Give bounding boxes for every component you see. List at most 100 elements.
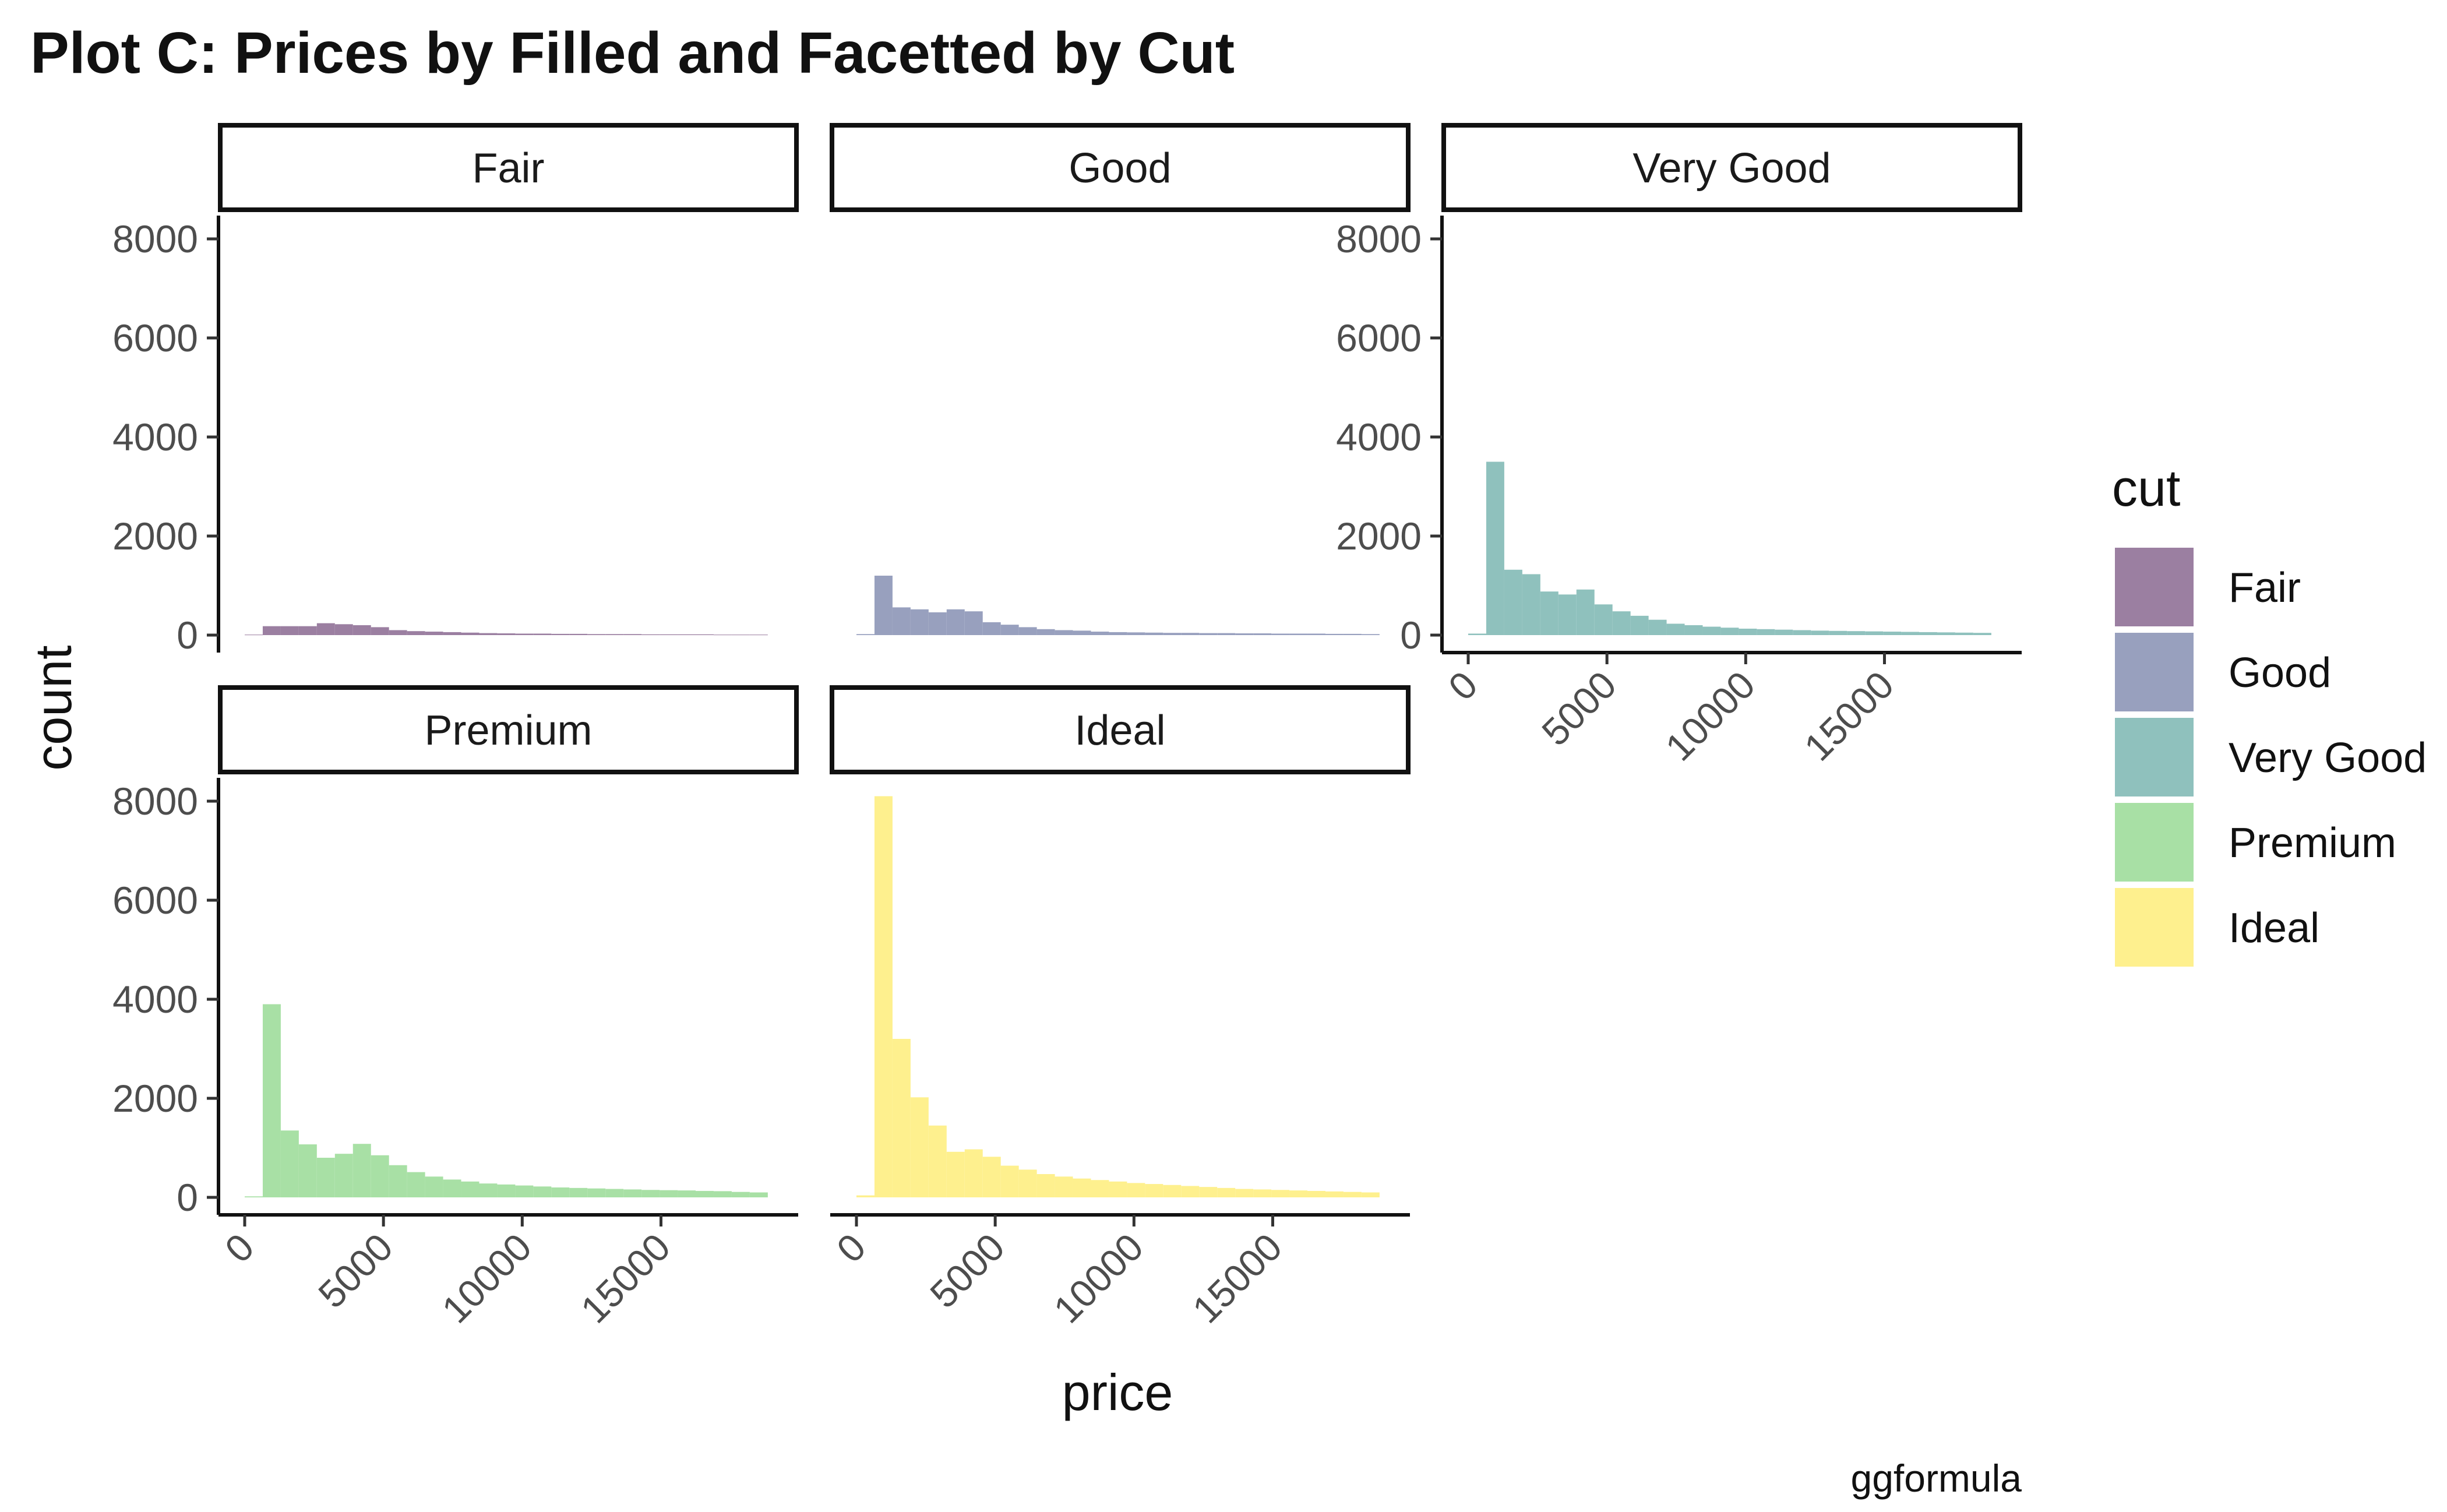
bar-premium-28 xyxy=(749,1192,768,1197)
bar-very-good-9 xyxy=(1630,615,1649,635)
bar-fair-13 xyxy=(479,633,498,635)
bar-good-17 xyxy=(1163,633,1182,635)
legend-title: cut xyxy=(2112,459,2180,517)
y-tick-label-premium-8000: 8000 xyxy=(112,780,198,823)
bar-very-good-16 xyxy=(1757,629,1775,635)
bar-ideal-5 xyxy=(946,1151,965,1197)
bar-ideal-14 xyxy=(1109,1181,1127,1197)
bar-fair-11 xyxy=(443,632,461,635)
bar-good-21 xyxy=(1235,633,1254,635)
bar-very-good-7 xyxy=(1594,604,1613,635)
caption: ggformula xyxy=(1851,1457,2022,1500)
bar-fair-7 xyxy=(371,627,389,635)
bar-very-good-11 xyxy=(1666,623,1685,635)
y-tick-label-fair-0: 0 xyxy=(177,614,198,657)
bar-ideal-18 xyxy=(1181,1186,1200,1197)
bar-good-1 xyxy=(874,576,893,635)
facet-strip-good xyxy=(830,123,1411,212)
bar-ideal-27 xyxy=(1343,1192,1362,1197)
bar-good-9 xyxy=(1018,627,1037,635)
x-tick-label-ideal-10000: 10000 xyxy=(1045,1225,1151,1331)
y-tick-label-premium-0: 0 xyxy=(177,1176,198,1219)
bar-ideal-3 xyxy=(910,1097,929,1197)
y-tick-label-fair-4000: 4000 xyxy=(112,415,198,459)
bar-good-3 xyxy=(910,609,929,635)
bar-very-good-12 xyxy=(1684,625,1703,635)
bar-ideal-16 xyxy=(1145,1184,1163,1197)
bar-good-14 xyxy=(1109,632,1127,635)
bar-fair-16 xyxy=(533,633,552,635)
bar-very-good-6 xyxy=(1576,589,1595,635)
bar-good-5 xyxy=(946,609,965,635)
bar-premium-11 xyxy=(443,1179,461,1197)
chart-title: Plot C: Prices by Filled and Facetted by… xyxy=(30,20,1235,86)
x-tick-label-premium-15000: 15000 xyxy=(572,1225,678,1331)
legend-label-ideal: Ideal xyxy=(2229,905,2319,951)
bar-ideal-25 xyxy=(1307,1190,1325,1197)
bar-ideal-28 xyxy=(1361,1192,1380,1197)
legend-key-good xyxy=(2115,633,2194,711)
bar-ideal-26 xyxy=(1325,1191,1344,1197)
facet-strip-label-fair: Fair xyxy=(473,145,545,192)
legend-label-fair: Fair xyxy=(2229,565,2301,611)
facet-strip-very-good xyxy=(1441,123,2022,212)
bar-fair-4 xyxy=(316,623,335,635)
y-tick-label-very-good-4000: 4000 xyxy=(1336,415,1422,459)
facet-ideal: Ideal 0 5000 10000 15000 xyxy=(828,685,1411,1331)
bar-very-good-14 xyxy=(1720,628,1739,635)
y-tick-label-premium-2000: 2000 xyxy=(112,1077,198,1120)
x-tick-label-very-good-15000: 15000 xyxy=(1796,663,1902,769)
bar-fair-17 xyxy=(551,633,570,635)
histogram-bars-very-good xyxy=(1468,461,1991,635)
bar-premium-25 xyxy=(696,1190,714,1197)
legend-key-very-good xyxy=(2115,718,2194,796)
facet-good: Good xyxy=(830,123,1411,635)
bar-premium-22 xyxy=(641,1190,660,1197)
bar-ideal-17 xyxy=(1163,1185,1182,1197)
bar-very-good-18 xyxy=(1793,630,1811,635)
bar-ideal-8 xyxy=(1000,1165,1019,1197)
x-tick-label-very-good-0: 0 xyxy=(1440,663,1486,709)
bar-fair-5 xyxy=(334,624,353,635)
legend-key-premium xyxy=(2115,803,2194,882)
legend-key-fair xyxy=(2115,548,2194,626)
bar-good-13 xyxy=(1091,632,1109,635)
y-tick-label-premium-4000: 4000 xyxy=(112,978,198,1021)
bar-good-10 xyxy=(1036,629,1055,635)
y-tick-label-very-good-0: 0 xyxy=(1400,614,1422,657)
bar-very-good-4 xyxy=(1540,591,1559,635)
bar-fair-9 xyxy=(407,631,425,635)
histogram-bars-fair xyxy=(245,623,768,636)
bar-good-16 xyxy=(1145,632,1163,635)
x-tick-label-ideal-0: 0 xyxy=(828,1225,874,1271)
bar-fair-3 xyxy=(298,626,317,635)
facet-panels: Fair 0 2000 4000 6000 8000 Good Very Good 0 2000 4… xyxy=(112,123,2022,1331)
bar-very-good-3 xyxy=(1522,574,1540,635)
bar-premium-7 xyxy=(371,1155,389,1197)
legend-key-ideal xyxy=(2115,888,2194,967)
bar-premium-4 xyxy=(316,1158,335,1197)
bar-premium-8 xyxy=(389,1165,407,1197)
bar-good-0 xyxy=(856,634,875,635)
bar-fair-21 xyxy=(623,634,642,635)
bar-good-2 xyxy=(892,607,911,635)
x-tick-label-very-good-5000: 5000 xyxy=(1533,663,1624,754)
histogram-bars-ideal xyxy=(856,796,1380,1197)
y-axis-very-good: 0 2000 4000 6000 8000 xyxy=(1336,216,1444,657)
bar-ideal-10 xyxy=(1036,1174,1055,1197)
bar-premium-21 xyxy=(623,1189,642,1197)
bar-premium-18 xyxy=(569,1187,588,1197)
bar-good-23 xyxy=(1271,633,1290,635)
facet-strip-ideal xyxy=(830,685,1411,774)
x-tick-label-very-good-10000: 10000 xyxy=(1657,663,1763,769)
bar-good-7 xyxy=(982,622,1001,635)
bar-premium-10 xyxy=(425,1176,443,1197)
bar-ideal-11 xyxy=(1055,1176,1073,1197)
bar-very-good-20 xyxy=(1829,630,1847,635)
bar-good-19 xyxy=(1199,633,1218,635)
bar-fair-15 xyxy=(515,633,534,635)
facet-strip-label-premium: Premium xyxy=(424,707,592,754)
facet-very-good: Very Good 0 2000 4000 6000 8000 0 5000 10000 1500… xyxy=(1336,123,2022,769)
bar-good-12 xyxy=(1073,630,1091,635)
bar-good-15 xyxy=(1127,632,1145,635)
